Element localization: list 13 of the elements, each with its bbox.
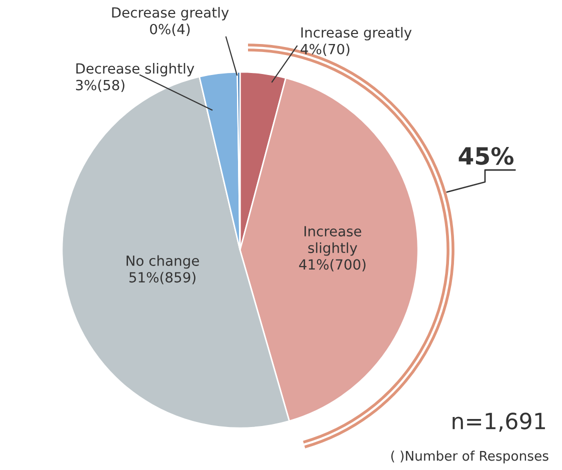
- data-label: 4%(70): [300, 44, 350, 56]
- slice-label: Increase greatly: [301, 26, 412, 40]
- slice-label: Decrease slightly: [76, 62, 194, 76]
- slice-label: Increase slightly: [304, 226, 362, 256]
- data-label: 51%(859): [129, 272, 196, 284]
- text: 45%: [458, 146, 514, 165]
- slice-label: Decrease greatly: [112, 6, 229, 20]
- data-label: 3%(58): [76, 80, 124, 92]
- data-label: 41%(700): [299, 258, 366, 272]
- data-label: 0%(4): [150, 24, 190, 36]
- slice-label: No change: [126, 255, 199, 269]
- text: ( )Number of Responses: [391, 450, 548, 464]
- text: n=1,691: [452, 412, 545, 432]
